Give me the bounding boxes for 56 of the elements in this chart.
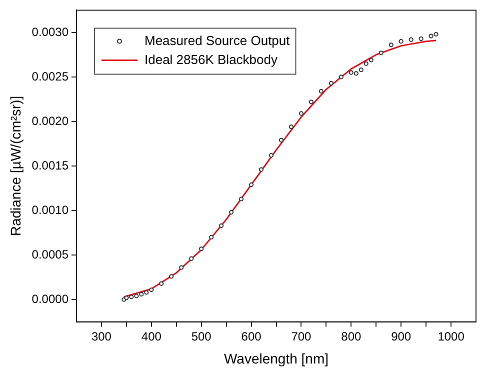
y-tick-label: 0.0030 bbox=[32, 24, 69, 39]
point bbox=[388, 42, 394, 48]
point bbox=[378, 50, 384, 56]
x-tick-label: 700 bbox=[291, 329, 312, 344]
point bbox=[278, 138, 284, 142]
point bbox=[434, 32, 438, 37]
point bbox=[308, 100, 314, 104]
point bbox=[199, 246, 204, 252]
point bbox=[354, 71, 358, 76]
point bbox=[298, 111, 304, 116]
x-tick-label: 500 bbox=[191, 329, 212, 344]
y-tick-label: 0.0010 bbox=[32, 202, 69, 217]
point bbox=[139, 292, 144, 296]
point bbox=[124, 295, 129, 300]
y-tick-label: 0.0015 bbox=[32, 158, 69, 172]
y-tick-label: 0.0025 bbox=[32, 69, 69, 84]
point bbox=[408, 37, 414, 42]
point bbox=[258, 167, 264, 172]
x-tick-label: 300 bbox=[91, 329, 112, 344]
point bbox=[328, 80, 334, 86]
y-tick-label: 0.0005 bbox=[32, 247, 69, 262]
y-tick-label: 0.0020 bbox=[32, 114, 69, 128]
point bbox=[358, 68, 364, 72]
point bbox=[418, 36, 424, 41]
point bbox=[428, 34, 434, 38]
point bbox=[219, 223, 224, 228]
x-tick-label: 900 bbox=[391, 329, 412, 344]
point bbox=[268, 153, 274, 158]
x-axis-title: Wavelength [nm] bbox=[224, 350, 329, 366]
legend-label: Measured Source Output bbox=[144, 32, 290, 48]
point bbox=[368, 58, 374, 62]
point bbox=[209, 234, 214, 240]
point bbox=[288, 124, 294, 130]
point bbox=[179, 265, 184, 270]
point bbox=[169, 274, 174, 279]
point bbox=[144, 290, 149, 295]
point bbox=[398, 39, 404, 44]
y-tick-label: 0.0000 bbox=[32, 292, 69, 306]
x-tick-label: 1000 bbox=[438, 329, 465, 344]
point bbox=[149, 287, 154, 292]
point bbox=[189, 256, 194, 261]
point bbox=[134, 294, 139, 298]
x-tick-label: 800 bbox=[341, 329, 362, 344]
point bbox=[238, 196, 244, 202]
point bbox=[364, 61, 368, 66]
y-axis-title: Radiance [µW/(cm²sr)] bbox=[7, 96, 24, 236]
point bbox=[248, 182, 254, 187]
point bbox=[338, 74, 344, 80]
point bbox=[159, 281, 164, 286]
point bbox=[318, 88, 324, 94]
point bbox=[129, 294, 134, 300]
point bbox=[348, 70, 354, 75]
legend-label: Ideal 2856K Blackbody bbox=[144, 52, 278, 67]
x-tick-label: 600 bbox=[241, 329, 262, 344]
point bbox=[229, 210, 234, 215]
x-tick-label: 400 bbox=[141, 329, 162, 344]
